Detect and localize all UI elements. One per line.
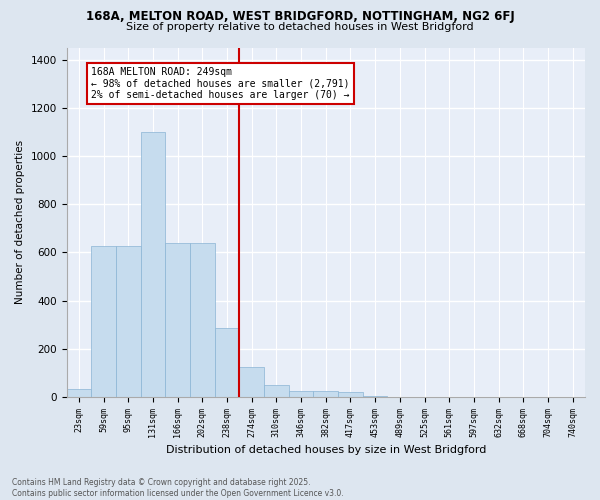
Bar: [116, 246, 140, 397]
Y-axis label: Number of detached properties: Number of detached properties: [15, 140, 25, 304]
X-axis label: Distribution of detached houses by size in West Bridgford: Distribution of detached houses by size …: [166, 445, 486, 455]
Text: Contains HM Land Registry data © Crown copyright and database right 2025.
Contai: Contains HM Land Registry data © Crown c…: [12, 478, 344, 498]
Text: 168A MELTON ROAD: 249sqm
← 98% of detached houses are smaller (2,791)
2% of semi: 168A MELTON ROAD: 249sqm ← 98% of detach…: [91, 67, 350, 100]
Bar: [190, 242, 215, 397]
Bar: [140, 132, 165, 397]
Bar: [363, 396, 388, 397]
Bar: [313, 391, 338, 397]
Bar: [264, 385, 289, 397]
Text: 168A, MELTON ROAD, WEST BRIDGFORD, NOTTINGHAM, NG2 6FJ: 168A, MELTON ROAD, WEST BRIDGFORD, NOTTI…: [86, 10, 514, 23]
Bar: [91, 246, 116, 397]
Bar: [215, 328, 239, 397]
Bar: [67, 388, 91, 397]
Bar: [239, 367, 264, 397]
Text: Size of property relative to detached houses in West Bridgford: Size of property relative to detached ho…: [126, 22, 474, 32]
Bar: [338, 392, 363, 397]
Bar: [165, 242, 190, 397]
Bar: [289, 391, 313, 397]
